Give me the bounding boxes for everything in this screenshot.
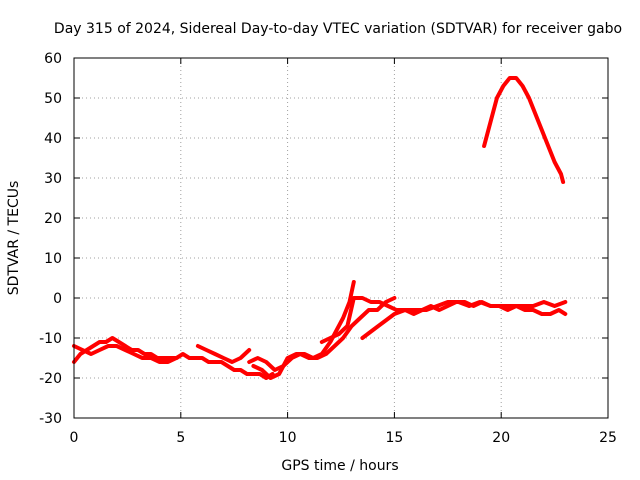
y-tick-label: 50 <box>44 91 62 107</box>
y-tick-label: 30 <box>44 171 62 187</box>
y-tick-label: 40 <box>44 131 62 147</box>
y-tick-label: -30 <box>39 411 62 427</box>
series-line-track-5 <box>247 296 397 372</box>
y-axis-label: SDTVAR / TECUs <box>6 181 22 296</box>
grid-lines <box>74 58 608 418</box>
series-line-track-8 <box>482 76 566 184</box>
y-tick-label: -10 <box>39 331 62 347</box>
x-tick-label: 15 <box>385 430 403 446</box>
data-series <box>72 76 568 380</box>
x-tick-label: 20 <box>492 430 510 446</box>
series-line-track-2 <box>72 344 179 364</box>
x-tick-label: 10 <box>279 430 297 446</box>
series-line-track-6 <box>319 296 568 344</box>
y-tick-label: 0 <box>53 291 62 307</box>
x-tick-label: 25 <box>599 430 617 446</box>
y-tick-label: 10 <box>44 251 62 267</box>
y-tick-label: 20 <box>44 211 62 227</box>
axis-ticks: 0 5 10 15 20 25 -30 -20 -10 0 10 20 30 40 50 60 <box>39 51 617 446</box>
series-line-track-3 <box>195 344 252 364</box>
x-axis-label: GPS time / hours <box>281 458 398 474</box>
y-tick-label: 60 <box>44 51 62 67</box>
plot-frame <box>73 57 609 419</box>
chart-title: Day 315 of 2024, Sidereal Day-to-day VTE… <box>54 21 622 37</box>
x-tick-label: 5 <box>176 430 185 446</box>
x-tick-label: 0 <box>70 430 79 446</box>
y-tick-label: -20 <box>39 371 62 387</box>
series-line-track-7 <box>360 300 568 340</box>
